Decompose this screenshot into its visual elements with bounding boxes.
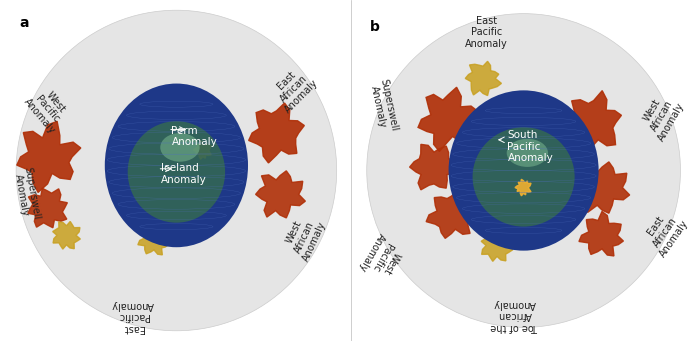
Polygon shape	[579, 211, 624, 256]
Polygon shape	[256, 171, 305, 218]
Text: Toe of the
African
Anomaly: Toe of the African Anomaly	[491, 299, 538, 332]
Text: East
Pacific
Anomaly: East Pacific Anomaly	[465, 16, 508, 49]
Polygon shape	[466, 61, 501, 95]
Text: Perm
Anomaly: Perm Anomaly	[172, 125, 217, 147]
Polygon shape	[564, 91, 622, 155]
Polygon shape	[410, 144, 456, 190]
Polygon shape	[481, 230, 513, 261]
Ellipse shape	[16, 10, 337, 331]
Text: East
African
Anomaly: East African Anomaly	[640, 205, 690, 259]
Text: Iceland
Anomaly: Iceland Anomaly	[161, 163, 206, 185]
Text: Superswell
Anomaly: Superswell Anomaly	[11, 166, 42, 222]
Text: West
African
Anomaly: West African Anomaly	[637, 89, 686, 143]
Text: b: b	[370, 20, 380, 34]
Text: East
Pacific
Anomaly: East Pacific Anomaly	[111, 300, 155, 333]
Polygon shape	[52, 221, 80, 249]
Ellipse shape	[449, 90, 598, 251]
Ellipse shape	[127, 121, 225, 223]
Text: West
African
Anomaly: West African Anomaly	[281, 211, 328, 263]
Polygon shape	[138, 224, 169, 255]
Polygon shape	[426, 190, 475, 238]
Text: a: a	[20, 16, 29, 30]
Ellipse shape	[473, 127, 575, 226]
Polygon shape	[28, 188, 67, 228]
Ellipse shape	[507, 139, 548, 167]
Text: West
Pacific
Anomaly: West Pacific Anomaly	[357, 231, 406, 284]
Ellipse shape	[160, 133, 200, 162]
Text: South
Pacific
Anomaly: South Pacific Anomaly	[508, 130, 553, 163]
Ellipse shape	[367, 14, 680, 327]
Polygon shape	[418, 87, 478, 151]
Ellipse shape	[105, 84, 248, 247]
Polygon shape	[193, 141, 211, 159]
Polygon shape	[248, 103, 304, 163]
Text: East
African
Anomaly: East African Anomaly	[267, 62, 321, 115]
Polygon shape	[17, 121, 80, 192]
Text: Superswell
Anomaly: Superswell Anomaly	[368, 77, 400, 134]
Text: West
Pacific
Anomaly: West Pacific Anomaly	[22, 82, 74, 136]
Polygon shape	[575, 162, 630, 213]
Polygon shape	[515, 179, 531, 196]
